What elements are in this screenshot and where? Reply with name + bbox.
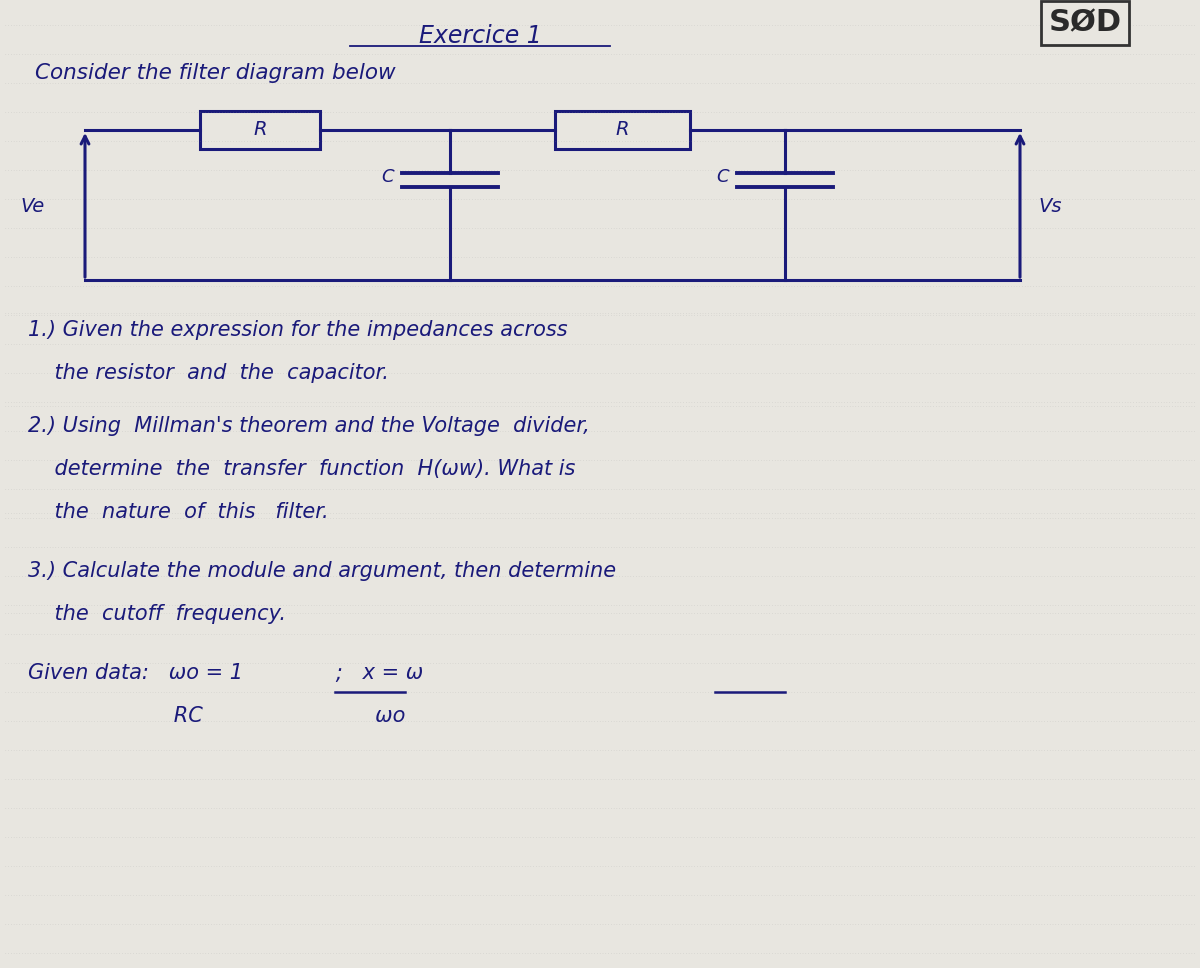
- Text: C: C: [716, 168, 730, 186]
- Text: 3.) Calculate the module and argument, then determine: 3.) Calculate the module and argument, t…: [28, 561, 616, 581]
- Text: Exercice 1: Exercice 1: [419, 24, 541, 48]
- Text: Vs: Vs: [1038, 197, 1062, 216]
- Text: C: C: [382, 168, 395, 186]
- Text: R: R: [616, 120, 629, 139]
- FancyBboxPatch shape: [554, 111, 690, 149]
- Text: R: R: [253, 120, 266, 139]
- Text: the  nature  of  this   filter.: the nature of this filter.: [28, 502, 329, 522]
- Text: the resistor  and  the  capacitor.: the resistor and the capacitor.: [28, 363, 389, 383]
- Text: Given data:   ωo = 1              ;   x = ω: Given data: ωo = 1 ; x = ω: [28, 663, 424, 683]
- Text: determine  the  transfer  function  H(ωw). What is: determine the transfer function H(ωw). W…: [28, 459, 575, 479]
- Text: 1.) Given the expression for the impedances across: 1.) Given the expression for the impedan…: [28, 320, 568, 340]
- FancyBboxPatch shape: [200, 111, 320, 149]
- Text: Ve: Ve: [20, 197, 44, 216]
- Text: SØD: SØD: [1049, 9, 1122, 38]
- Text: RC                          ωo: RC ωo: [28, 706, 406, 726]
- Text: 2.) Using  Millman's theorem and the Voltage  divider,: 2.) Using Millman's theorem and the Volt…: [28, 416, 589, 436]
- Text: Consider the filter diagram below: Consider the filter diagram below: [35, 63, 396, 83]
- Text: the  cutoff  frequency.: the cutoff frequency.: [28, 604, 286, 624]
